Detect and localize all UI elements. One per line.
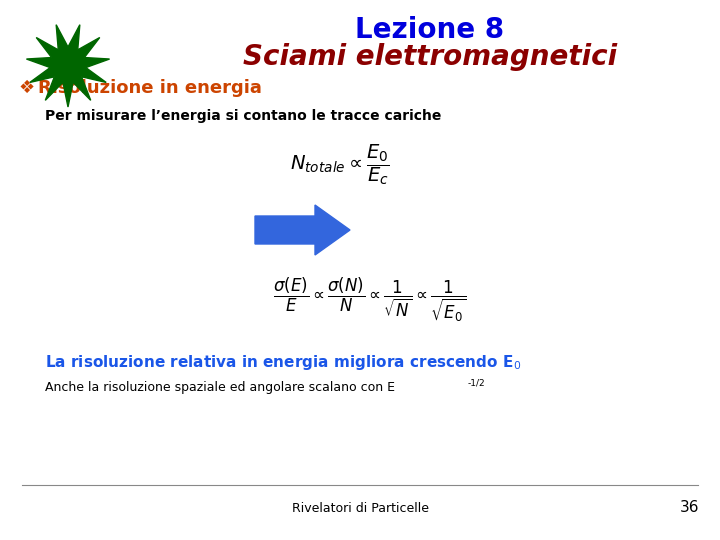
- Text: $N_{totale} \propto \dfrac{E_0}{E_c}$: $N_{totale} \propto \dfrac{E_0}{E_c}$: [290, 143, 390, 187]
- Text: $\dfrac{\sigma(E)}{E} \propto \dfrac{\sigma(N)}{N} \propto \dfrac{1}{\sqrt{N}} \: $\dfrac{\sigma(E)}{E} \propto \dfrac{\si…: [274, 276, 467, 324]
- Text: Sciami elettromagnetici: Sciami elettromagnetici: [243, 43, 617, 71]
- Text: Risoluzione in energia: Risoluzione in energia: [38, 79, 262, 97]
- Polygon shape: [255, 205, 350, 255]
- Text: 36: 36: [680, 501, 700, 516]
- Text: Per misurare l’energia si contano le tracce cariche: Per misurare l’energia si contano le tra…: [45, 109, 441, 123]
- Polygon shape: [27, 25, 109, 107]
- Text: Rivelatori di Particelle: Rivelatori di Particelle: [292, 502, 428, 515]
- Text: Anche la risoluzione spaziale ed angolare scalano con E: Anche la risoluzione spaziale ed angolar…: [45, 381, 395, 395]
- Text: ❖: ❖: [18, 79, 34, 97]
- Text: Lezione 8: Lezione 8: [356, 16, 505, 44]
- Text: La risoluzione relativa in energia migliora crescendo E$_0$: La risoluzione relativa in energia migli…: [45, 353, 521, 372]
- Text: -1/2: -1/2: [468, 379, 485, 388]
